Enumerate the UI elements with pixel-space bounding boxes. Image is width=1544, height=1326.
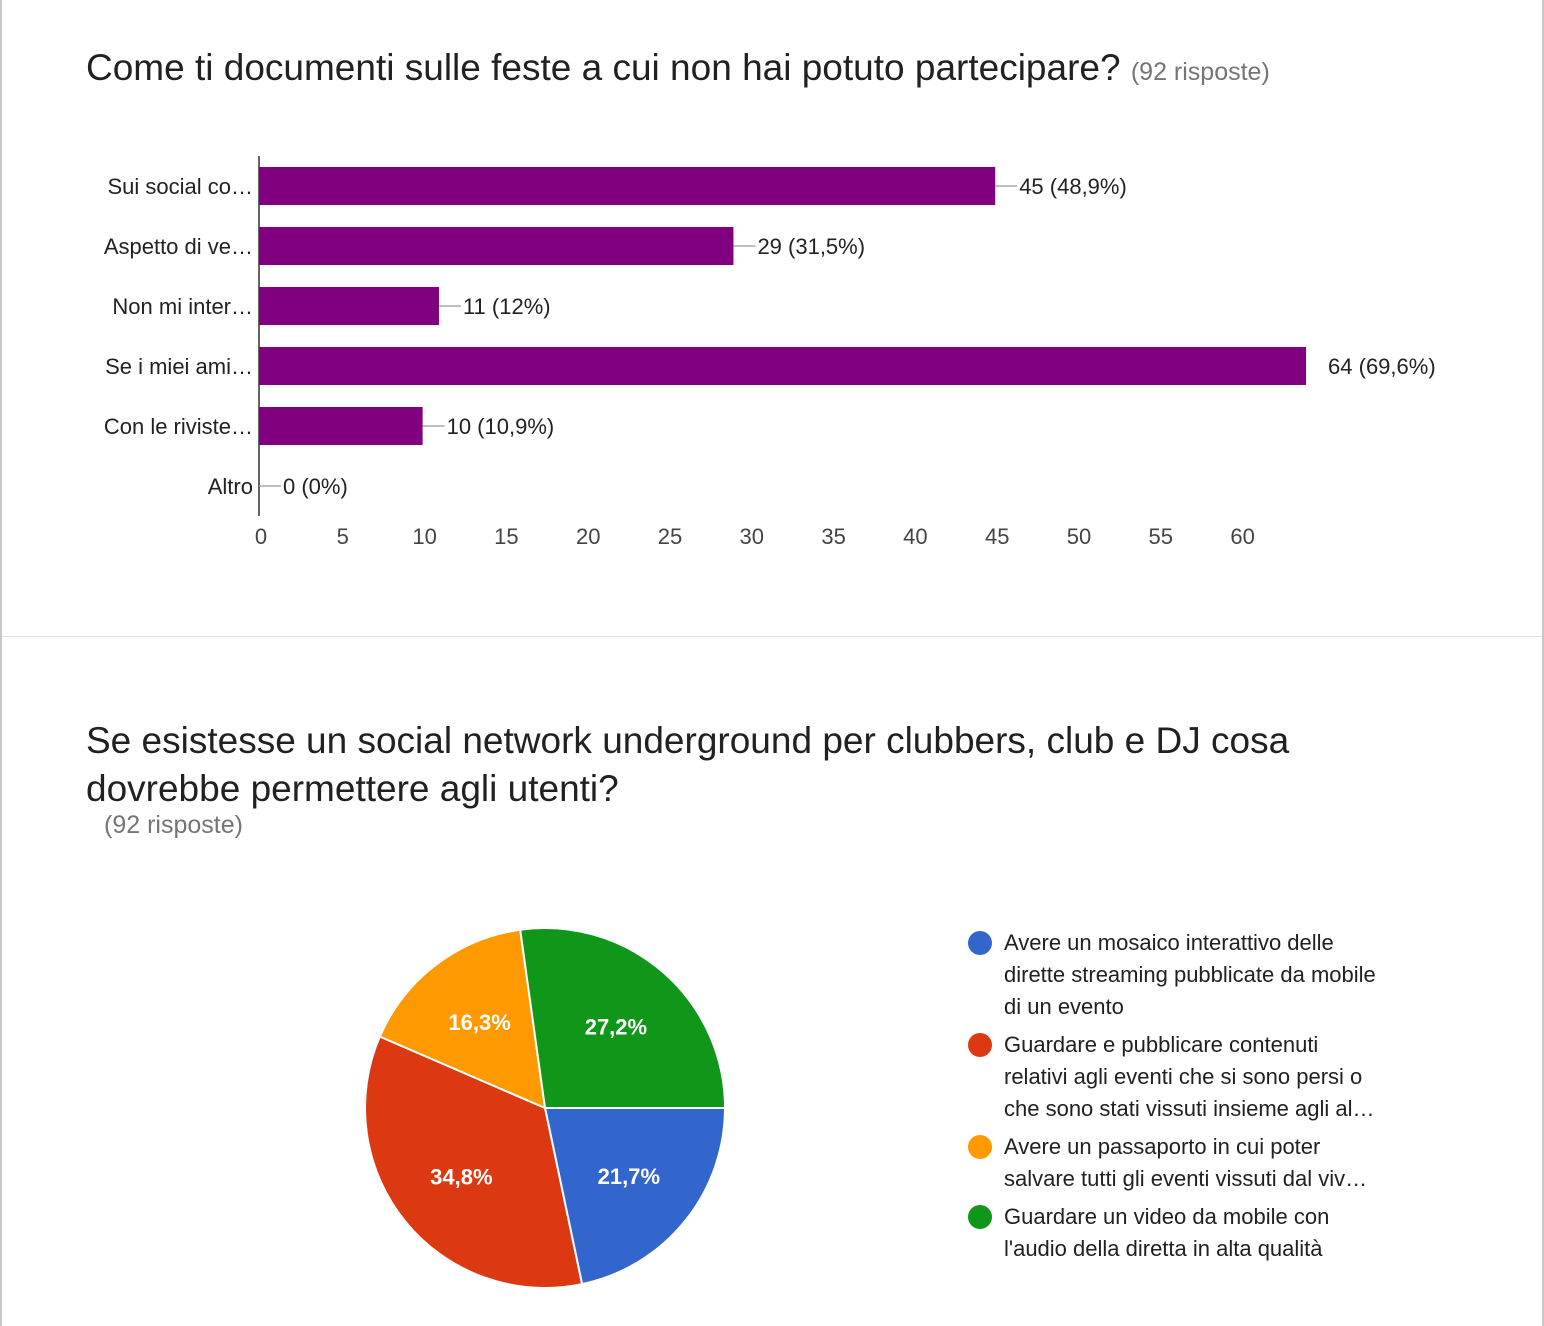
data-label: 45 (48,9%) [1019,174,1127,199]
legend-label-line: Avere un mosaico interattivo delle [1004,930,1334,955]
x-tick-label: 5 [337,524,349,549]
pie-slice [364,1035,584,1289]
legend-label-line: Avere un passaporto in cui poter [1004,1134,1321,1159]
legend-item: Avere un mosaico interattivo delle dirett… [968,927,1428,1023]
pie-slice-label: 16,3% [448,1010,510,1035]
bar-chart: Sui social co… 45 (48,9%) Aspetto di ve… 29… [104,156,1436,549]
x-tick-label: 0 [255,524,267,549]
legend-item: Guardare e pubblicare contenuti relativi … [968,1029,1428,1125]
legend-label-line: l'audio della diretta in alta qualità [1004,1236,1323,1261]
legend-label-line: relativi agli eventi che si sono persi o [1004,1064,1363,1089]
legend-swatch [968,1205,992,1229]
legend-swatch [968,1135,992,1159]
category-label: Non mi inter… [112,294,253,319]
legend-label-line: di un evento [1004,994,1124,1019]
question-1-title-text: Come ti documenti sulle feste a cui non … [86,47,1121,88]
pie-legend: Avere un mosaico interattivo delle dirett… [968,927,1428,1271]
bar [259,287,439,325]
bar [259,407,423,445]
legend-label-line: dirette streaming pubblicate da mobile [1004,962,1376,987]
question-1-title: Come ti documenti sulle feste a cui non … [86,44,1270,96]
pie-slice [543,1107,727,1286]
question-2-response-count: (92 risposte) [104,811,243,839]
right-border [1542,0,1544,1326]
legend-label-line: Guardare e pubblicare contenuti [1004,1032,1319,1057]
x-tick-label: 15 [494,524,518,549]
pie-slice-label: 21,7% [598,1164,660,1189]
category-label: Aspetto di ve… [104,234,253,259]
data-label: 11 (12%) [463,294,551,319]
section-divider [2,636,1542,637]
category-label: Altro [208,474,253,499]
x-tick-label: 20 [576,524,600,549]
legend-label-line: salvare tutti gli eventi vissuti dal viv… [1004,1166,1368,1191]
legend-swatch [968,931,992,955]
legend-item: Avere un passaporto in cui poter salvare … [968,1131,1428,1195]
bar [259,347,1307,385]
legend-label-line: Guardare un video da mobile con [1004,1204,1330,1229]
x-tick-label: 25 [658,524,682,549]
pie-slice-label: 27,2% [585,1015,647,1040]
data-label: 64 (69,6%) [1328,354,1436,379]
category-label: Se i miei ami… [105,354,253,379]
legend-item: Guardare un video da mobile con l'audio d… [968,1201,1428,1265]
data-label: 10 (10,9%) [447,414,555,439]
question-1-response-count: (92 risposte) [1130,58,1270,86]
bar [259,167,996,205]
x-tick-label: 55 [1149,524,1173,549]
x-tick-label: 60 [1230,524,1254,549]
x-tick-label: 50 [1067,524,1091,549]
x-tick-label: 30 [740,524,764,549]
pie-chart: 21,7% 34,8% 16,3% 27,2% [364,927,727,1289]
question-2-title-line-1: Se esistesse un social network undergrou… [86,720,1290,761]
x-tick-label: 40 [903,524,927,549]
category-label: Sui social co… [107,174,253,199]
x-tick-label: 35 [821,524,845,549]
x-tick-label: 10 [412,524,436,549]
bar [259,227,734,265]
data-label: 29 (31,5%) [757,234,865,259]
legend-label-line: che sono stati vissuti insieme agli al… [1004,1096,1375,1121]
pie-slice-label: 34,8% [430,1164,492,1189]
question-2-title-line-2: dovrebbe permettere agli utenti? [86,768,619,809]
pie-slice [519,927,727,1109]
category-label: Con le riviste… [104,414,253,439]
legend-swatch [968,1033,992,1057]
data-label: 0 (0%) [283,474,348,499]
x-tick-label: 45 [985,524,1009,549]
question-card-1: Come ti documenti sulle feste a cui non … [2,0,1542,636]
question-card-2: Se esistesse un social network undergrou… [2,637,1542,1326]
pie-slice [378,928,547,1110]
left-border [0,0,2,1326]
